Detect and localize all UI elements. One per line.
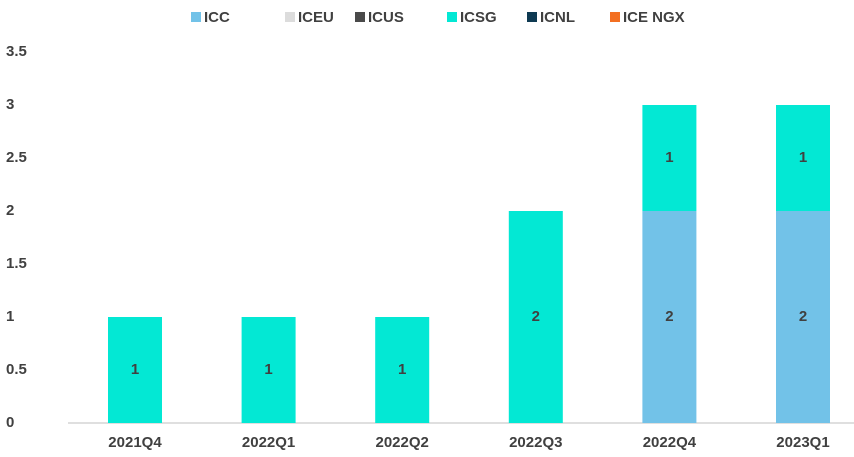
bar-segment xyxy=(508,211,563,423)
y-tick-label: 1.5 xyxy=(6,255,27,272)
legend-label: ICUS xyxy=(368,9,404,26)
x-tick-label: 2021Q4 xyxy=(108,434,162,451)
bar-segment xyxy=(375,317,430,423)
data-label: 1 xyxy=(665,149,673,166)
legend-label: ICNL xyxy=(540,9,575,26)
data-label: 1 xyxy=(131,361,139,378)
legend-label: ICEU xyxy=(298,9,334,26)
bar-segment xyxy=(241,317,296,423)
y-tick-label: 3 xyxy=(6,96,14,113)
y-tick-label: 2.5 xyxy=(6,149,27,166)
y-tick-label: 3.5 xyxy=(6,43,27,60)
legend-label: ICE NGX xyxy=(623,9,685,26)
legend-swatch xyxy=(610,12,620,22)
legend-swatch xyxy=(355,12,365,22)
y-tick-label: 0 xyxy=(6,414,14,431)
x-tick-label: 2022Q2 xyxy=(376,434,429,451)
bar-segment xyxy=(642,211,697,423)
y-tick-label: 0.5 xyxy=(6,361,27,378)
x-tick-label: 2022Q1 xyxy=(242,434,295,451)
legend-label: ICC xyxy=(204,9,230,26)
legend-swatch xyxy=(285,12,295,22)
y-tick-label: 2 xyxy=(6,202,14,219)
legend-swatch xyxy=(447,12,457,22)
x-tick-label: 2022Q4 xyxy=(643,434,697,451)
bar-segment xyxy=(776,211,830,423)
data-label: 2 xyxy=(799,308,807,325)
bar-segment xyxy=(108,317,162,423)
x-tick-label: 2022Q3 xyxy=(509,434,562,451)
x-tick-label: 2023Q1 xyxy=(776,434,829,451)
y-tick-label: 1 xyxy=(6,308,14,325)
data-label: 2 xyxy=(532,308,540,325)
legend-swatch xyxy=(527,12,537,22)
data-label: 1 xyxy=(398,361,406,378)
data-label: 1 xyxy=(799,149,807,166)
legend-label: ICSG xyxy=(460,9,497,26)
data-label: 2 xyxy=(665,308,673,325)
legend-swatch xyxy=(191,12,201,22)
bar-segment xyxy=(642,105,697,211)
bar-segment xyxy=(776,105,830,211)
data-label: 1 xyxy=(264,361,272,378)
